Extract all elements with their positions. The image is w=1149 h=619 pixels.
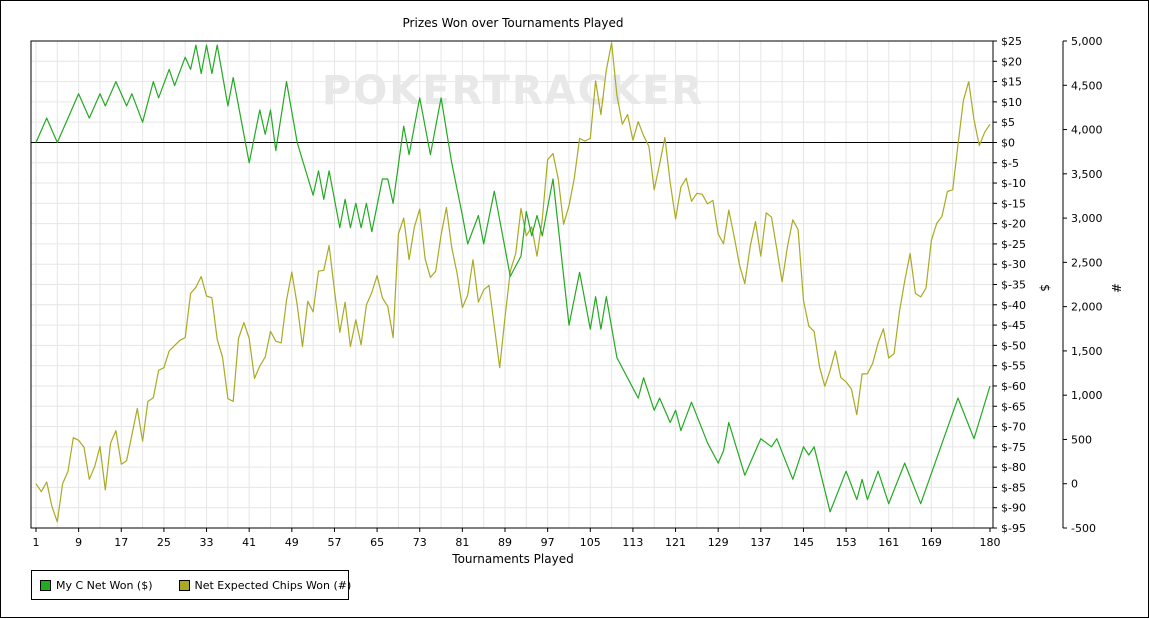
x-tick-label: 121 <box>665 536 686 549</box>
y-left-tick-label: $-10 <box>1001 177 1026 190</box>
y-right-tick-label: -500 <box>1071 522 1096 535</box>
legend-item-net-won[interactable]: My C Net Won ($) <box>40 579 153 592</box>
y-left-tick-label: $5 <box>1001 116 1015 129</box>
y-right-tick-label: 3,000 <box>1071 212 1103 225</box>
x-tick-label: 113 <box>622 536 643 549</box>
legend-item-expected-chips[interactable]: Net Expected Chips Won (#) <box>178 578 352 592</box>
legend-label-expected-chips: Net Expected Chips Won (#) <box>194 578 352 592</box>
y-left-tick-label: $10 <box>1001 96 1022 109</box>
x-tick-label: 161 <box>878 536 899 549</box>
series-line-expected-chips <box>35 42 991 523</box>
x-tick-label: 49 <box>285 536 299 549</box>
y-left-tick-label: $-70 <box>1001 421 1026 434</box>
x-tick-label: 145 <box>793 536 814 549</box>
y-right-tick-label: 2,500 <box>1071 256 1103 269</box>
x-tick-label: 180 <box>980 536 1001 549</box>
x-tick-label: 153 <box>836 536 857 549</box>
chart-title: Prizes Won over Tournaments Played <box>403 16 624 30</box>
y-left-tick-label: $-45 <box>1001 319 1026 332</box>
y-left-tick-label: $-20 <box>1001 218 1026 231</box>
y-left-tick-label: $-75 <box>1001 441 1026 454</box>
y-left-tick-label: $-85 <box>1001 481 1026 494</box>
y-right-tick-label: 4,500 <box>1071 79 1103 92</box>
ticks-layer: $25$20$15$10$5$0$-5$-10$-15$-20$-25$-30$… <box>33 35 1103 549</box>
x-tick-label: 129 <box>708 536 729 549</box>
y-left-tick-label: $-90 <box>1001 502 1026 515</box>
series-line-net-won <box>35 44 991 513</box>
legend-swatch-expected-chips <box>178 579 190 591</box>
legend: My C Net Won ($) Net Expected Chips Won … <box>31 570 352 600</box>
y-left-tick-label: $-30 <box>1001 258 1026 271</box>
x-tick-label: 97 <box>541 536 555 549</box>
y-right-tick-label: 1,000 <box>1071 389 1103 402</box>
y-left-tick-label: $-95 <box>1001 522 1026 535</box>
x-tick-label: 137 <box>750 536 771 549</box>
x-tick-label: 89 <box>498 536 512 549</box>
plot-layer <box>31 42 993 523</box>
x-axis-title: Tournaments Played <box>451 552 573 566</box>
y-left-tick-label: $-40 <box>1001 299 1026 312</box>
x-tick-label: 65 <box>370 536 384 549</box>
x-tick-label: 25 <box>157 536 171 549</box>
y-left-tick-label: $-55 <box>1001 360 1026 373</box>
y-left-tick-label: $-35 <box>1001 279 1026 292</box>
y-right-tick-label: 5,000 <box>1071 35 1103 48</box>
y-right-tick-label: 4,000 <box>1071 124 1103 137</box>
x-tick-label: 33 <box>200 536 214 549</box>
x-tick-label: 169 <box>921 536 942 549</box>
x-tick-label: 41 <box>242 536 256 549</box>
right-y-axis-title: # <box>1109 283 1123 293</box>
y-left-tick-label: $20 <box>1001 55 1022 68</box>
y-left-tick-label: $15 <box>1001 76 1022 89</box>
y-left-tick-label: $-60 <box>1001 380 1026 393</box>
y-left-tick-label: $-65 <box>1001 400 1026 413</box>
watermark: POKERTRACKER <box>322 68 704 114</box>
y-right-tick-label: 3,500 <box>1071 168 1103 181</box>
y-left-tick-label: $0 <box>1001 136 1015 149</box>
x-tick-label: 9 <box>75 536 82 549</box>
y-right-tick-label: 500 <box>1071 433 1092 446</box>
legend-swatch-net-won <box>40 579 51 591</box>
x-tick-label: 105 <box>580 536 601 549</box>
y-left-tick-label: $-5 <box>1001 157 1019 170</box>
y-left-tick-label: $-25 <box>1001 238 1026 251</box>
x-tick-label: 1 <box>33 536 40 549</box>
x-tick-label: 73 <box>413 536 427 549</box>
y-right-tick-label: 0 <box>1071 478 1078 491</box>
grid-layer <box>31 40 993 529</box>
y-right-tick-label: 1,500 <box>1071 345 1103 358</box>
x-tick-label: 81 <box>455 536 469 549</box>
y-left-tick-label: $-50 <box>1001 339 1026 352</box>
x-tick-label: 17 <box>114 536 128 549</box>
x-tick-label: 57 <box>327 536 341 549</box>
legend-label-net-won: My C Net Won ($) <box>56 578 153 592</box>
y-left-tick-label: $25 <box>1001 35 1022 48</box>
y-right-tick-label: 2,000 <box>1071 301 1103 314</box>
left-y-axis-title: $ <box>1038 284 1052 292</box>
y-left-tick-label: $-15 <box>1001 197 1026 210</box>
y-left-tick-label: $-80 <box>1001 461 1026 474</box>
